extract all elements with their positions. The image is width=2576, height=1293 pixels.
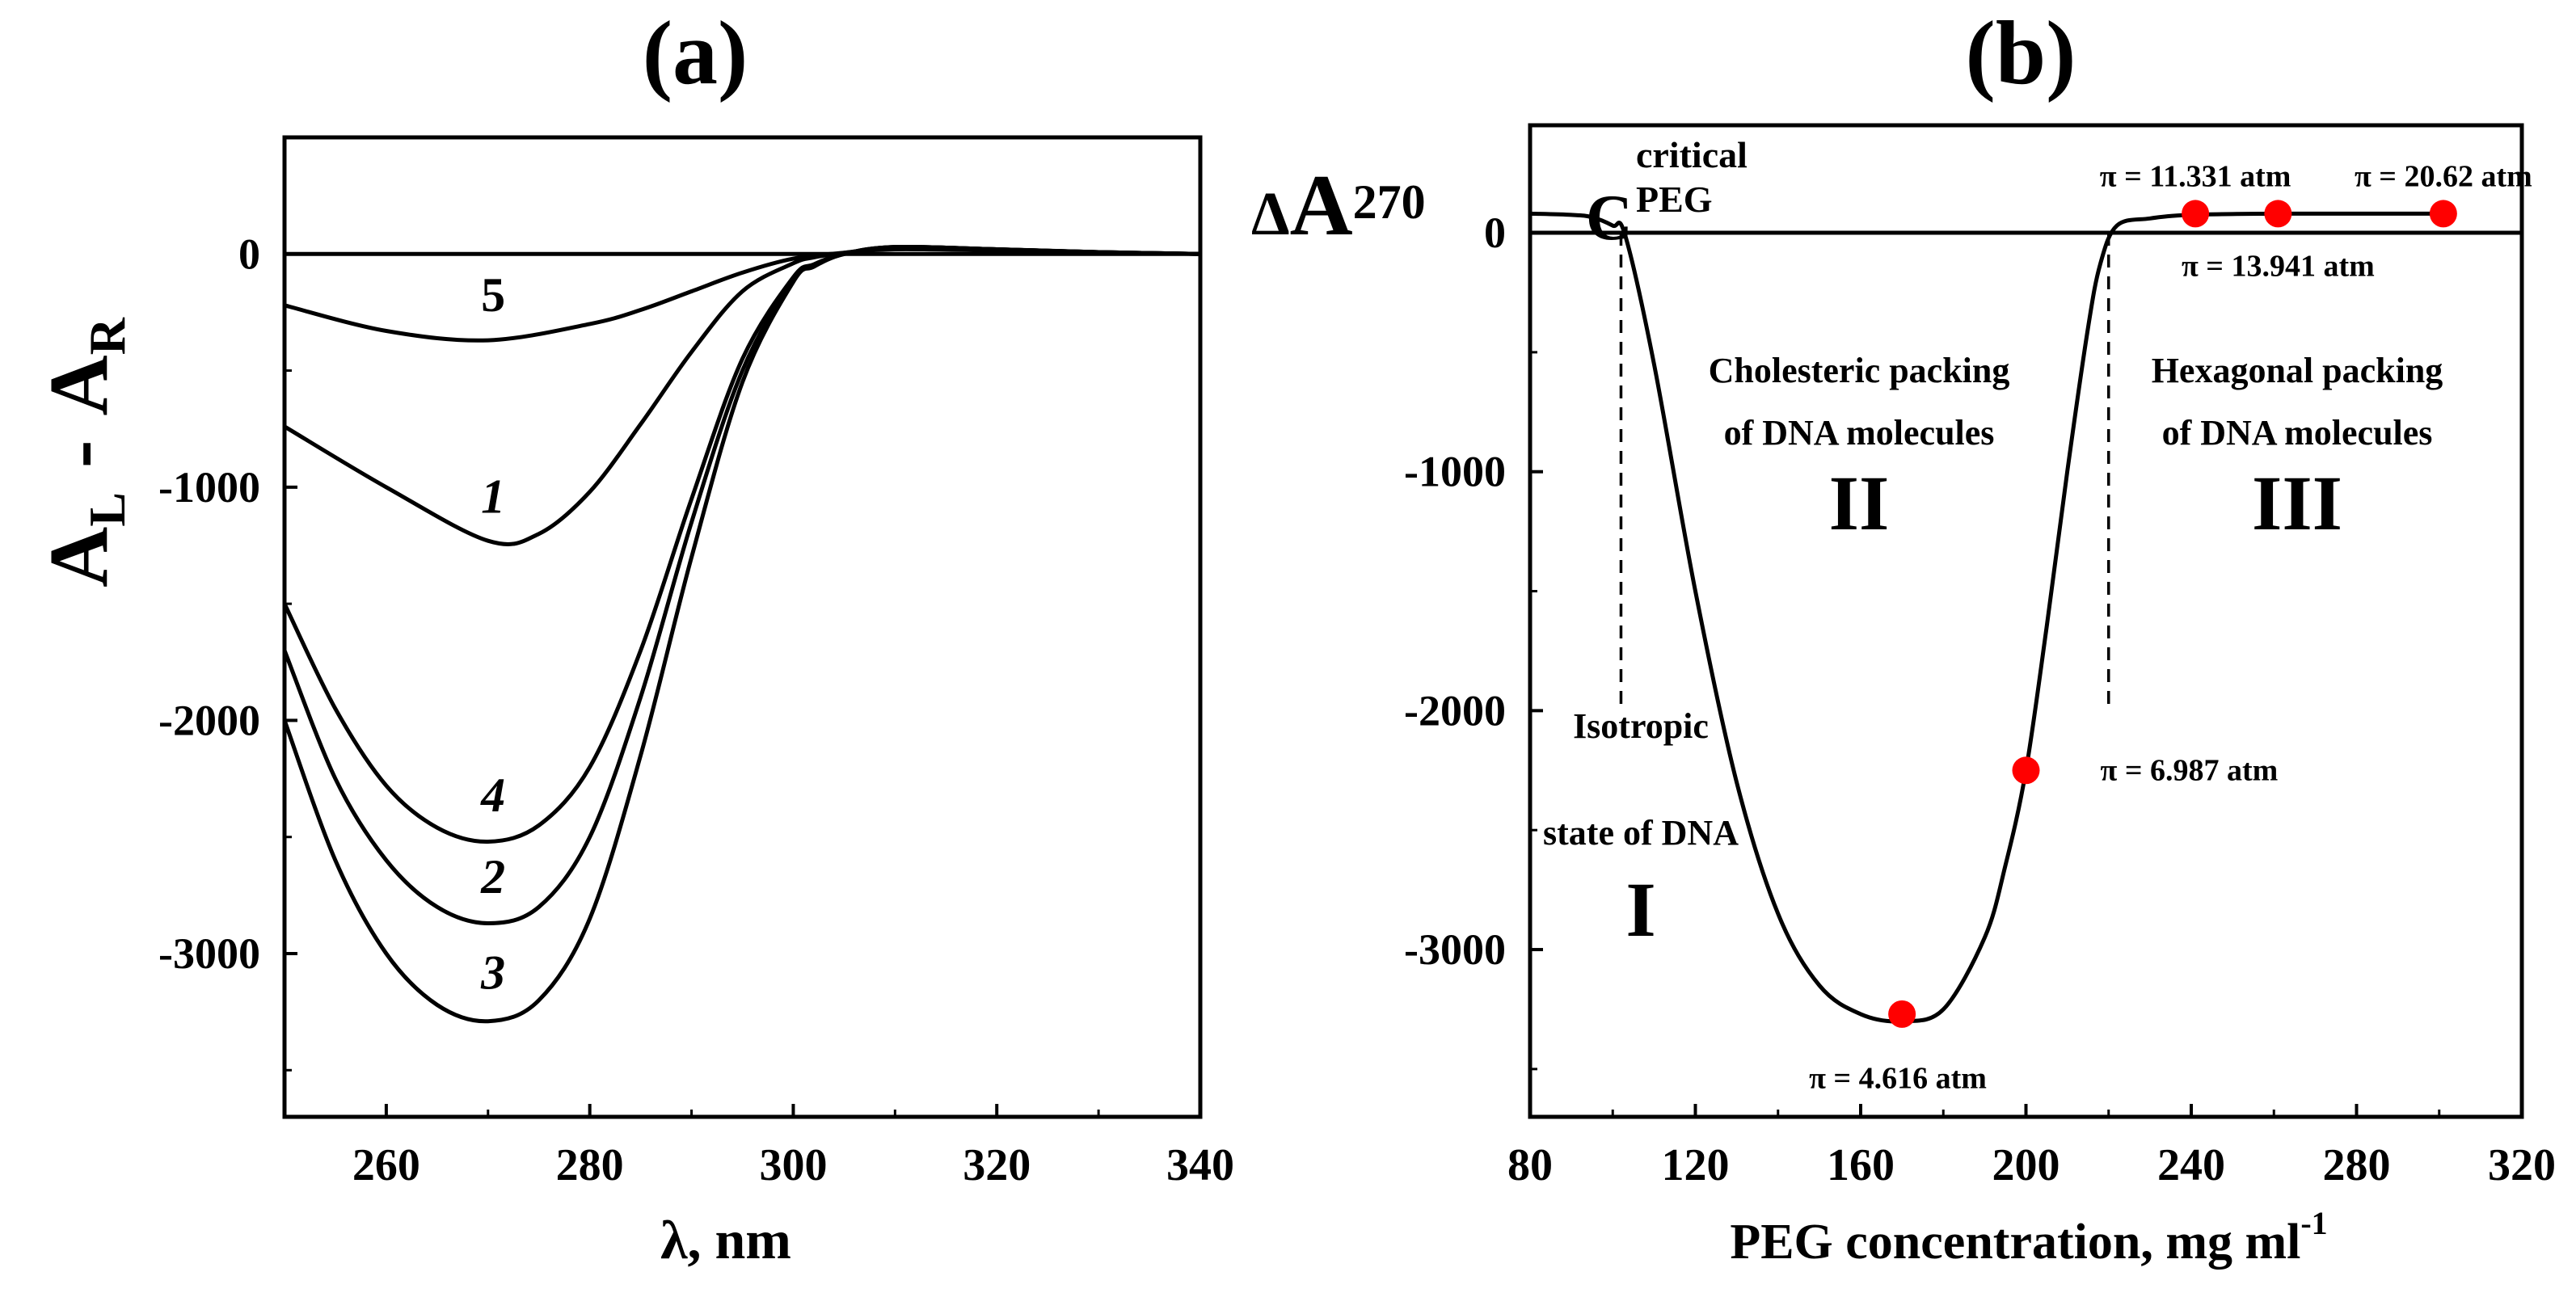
panel-b-x-tick-label: 240 [2157, 1140, 2225, 1190]
critical-c: C [1586, 183, 1633, 254]
b-xlabel-main: PEG concentration, mg ml [1730, 1215, 2300, 1270]
critical-concentration-label: C [1586, 183, 1633, 254]
b-xlabel-sup: -1 [2300, 1205, 2327, 1241]
panel-b-x-tick-label: 200 [1992, 1140, 2060, 1190]
peg-curve [1529, 211, 2451, 1024]
region-i-line-2: state of DNA [1543, 813, 1739, 853]
panel-b-x-tick-label: 280 [2323, 1140, 2391, 1190]
data-point-4 [2264, 200, 2292, 228]
data-point-2 [2012, 756, 2040, 785]
panel-b-x-tick-label: 160 [1827, 1140, 1895, 1190]
panel-a-x-tick-label: 260 [352, 1140, 420, 1190]
panel-b-x-tick-label: 80 [1507, 1140, 1553, 1190]
panel-a-frame [282, 135, 1203, 1119]
svg-text:AL-AR: AL-AR [32, 317, 136, 588]
region-ii-line-2: of DNA molecules [1724, 413, 1995, 453]
pressure-label-4: π = 13.941 atm [2182, 249, 2375, 283]
critical-sub: PEG [1636, 179, 1713, 220]
panel-b-point-labels: π = 4.616 atm π = 6.987 atm π = 11.331 atm… [1809, 160, 2532, 1096]
pressure-label-3: π = 11.331 atm [2100, 160, 2291, 194]
pressure-label-2: π = 6.987 atm [2101, 753, 2279, 787]
curve-2 [282, 244, 1201, 926]
data-point-5 [2429, 200, 2457, 228]
panel-b-label: (b) [1966, 3, 2076, 103]
panel-a-y-tick-label: -3000 [158, 929, 260, 978]
curve-5 [284, 246, 1201, 343]
panel-b-y-tick-label: -3000 [1404, 925, 1506, 974]
a-ylabel-main: A [32, 527, 125, 588]
critical-sup: critical [1636, 134, 1748, 175]
panel-b: (b) ΔA270 PEG concentration, mg ml-1 80 1… [1251, 3, 2556, 1270]
panel-b-x-tick-label: 320 [2488, 1140, 2556, 1190]
data-point-1 [1888, 1000, 1916, 1028]
panel-a-label: (a) [643, 3, 748, 103]
panel-b-x-axis-label: PEG concentration, mg ml-1 [1730, 1205, 2327, 1270]
pressure-label-1: π = 4.616 atm [1809, 1062, 1987, 1096]
curve-label-5: 5 [481, 268, 505, 322]
panel-a-y-tick-label: -2000 [158, 696, 260, 744]
a-ylabel-main2: A [32, 355, 125, 415]
data-point-3 [2182, 200, 2210, 228]
panel-b-dashed-lines [1619, 233, 2110, 711]
curve-label-3: 3 [480, 946, 505, 999]
panel-a-ticks: 260 280 300 320 340 0 -1000 -2000 -3000 [158, 136, 1234, 1190]
region-iii-numeral: III [2252, 460, 2342, 546]
panel-b-x-tick-label: 120 [1662, 1140, 1730, 1190]
a-ylabel-dash: - [32, 440, 125, 468]
panel-a: (a) AL-AR λ, nm 260 280 300 320 3400-1000-20… [32, 3, 1234, 1270]
panel-a-x-tick-label: 340 [1166, 1140, 1234, 1190]
panel-a-y-axis-label: AL-AR [32, 317, 136, 588]
panel-a-curves [282, 244, 1201, 1024]
curve-1 [283, 246, 1201, 546]
panel-b-y-tick-label: -1000 [1404, 448, 1506, 496]
panel-a-x-tick-label: 300 [759, 1140, 827, 1190]
panel-a-y-tick-label: 0 [238, 230, 260, 278]
region-iii-line-1: Hexagonal packing [2152, 351, 2443, 390]
panel-b-y-tick-label: 0 [1484, 208, 1506, 257]
panel-b-curve [1529, 211, 2522, 1024]
region-i-line-1: Isotropic [1573, 706, 1709, 746]
panel-a-x-tick-label: 320 [963, 1140, 1031, 1190]
b-ylabel-prefix: Δ [1251, 180, 1290, 248]
panel-b-y-axis-label: ΔA270 [1251, 158, 1426, 254]
region-i-numeral: I [1625, 866, 1655, 953]
region-ii-numeral: II [1829, 460, 1890, 546]
b-ylabel-main: A [1290, 158, 1353, 254]
panel-a-x-axis-label: λ, nm [660, 1209, 791, 1270]
panel-a-curve-labels: 1 2 3 4 5 [480, 268, 505, 999]
curve-label-2: 2 [480, 850, 505, 903]
b-ylabel-sub: 270 [1353, 175, 1426, 229]
panel-b-points [1888, 200, 2457, 1028]
region-iii-line-2: of DNA molecules [2162, 413, 2433, 453]
curve-label-1: 1 [481, 470, 505, 524]
region-ii-line-1: Cholesteric packing [1709, 351, 2010, 390]
a-ylabel-sub2: R [78, 317, 136, 355]
a-ylabel-sub1: L [78, 492, 136, 527]
panel-b-frame [1528, 123, 2524, 1119]
panel-a-y-tick-label: -1000 [158, 463, 260, 512]
panel-b-y-tick-label: -2000 [1404, 686, 1506, 735]
curve-label-4: 4 [480, 769, 505, 822]
panel-a-x-tick-label: 280 [556, 1140, 624, 1190]
pressure-label-5: π = 20.62 atm [2355, 160, 2532, 194]
